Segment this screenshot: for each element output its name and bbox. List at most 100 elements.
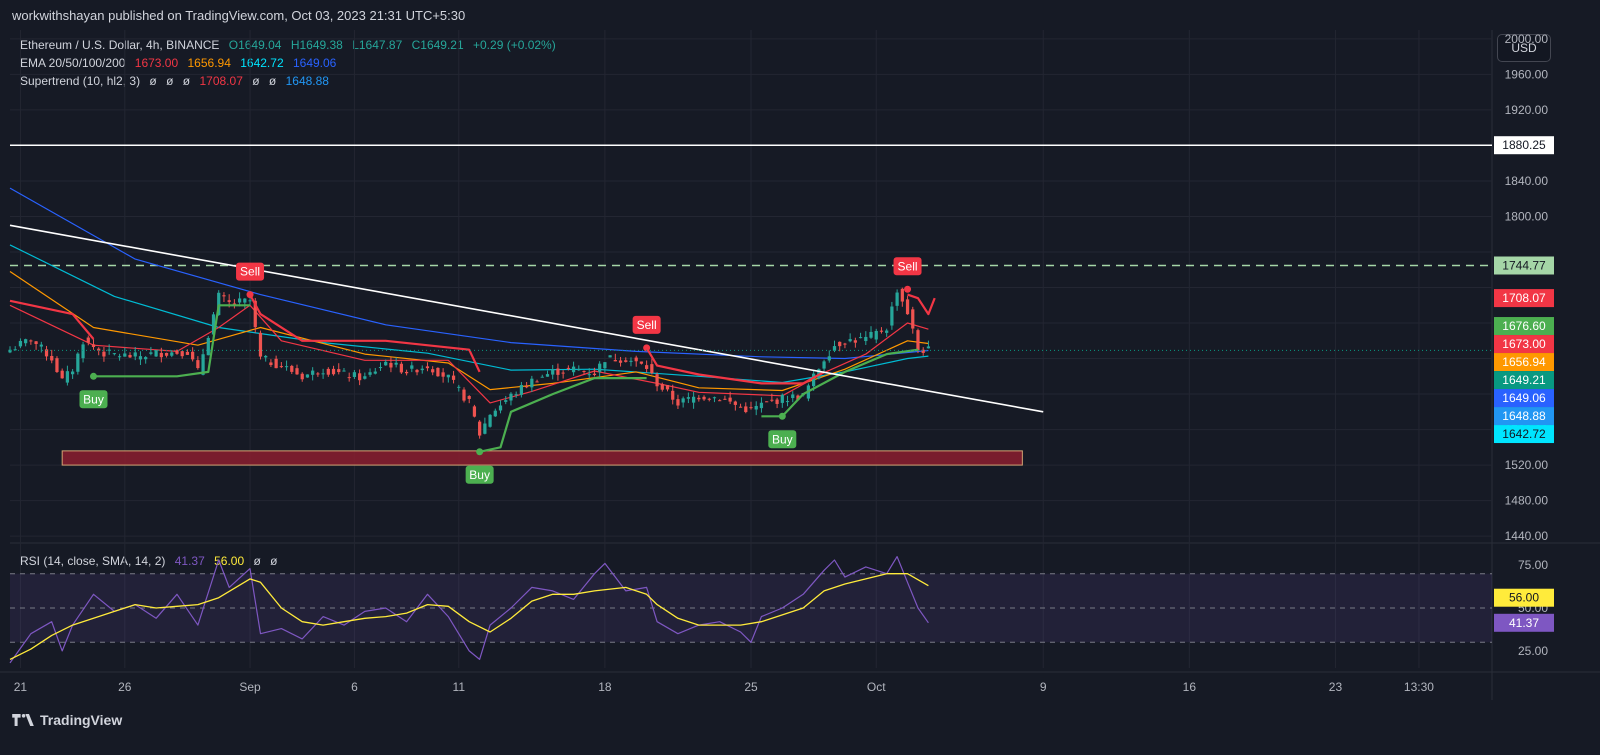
price-axis-label[interactable]	[1494, 136, 1554, 155]
price-axis-label[interactable]	[1494, 317, 1554, 336]
candle-body[interactable]	[806, 385, 811, 399]
candle-body[interactable]	[780, 394, 784, 403]
candle-body[interactable]	[50, 355, 54, 361]
candle-body[interactable]	[744, 406, 748, 413]
candle-body[interactable]	[634, 357, 638, 362]
candle-body[interactable]	[201, 354, 205, 375]
candle-body[interactable]	[879, 330, 884, 332]
candle-body[interactable]	[451, 375, 456, 380]
candle-body[interactable]	[138, 356, 143, 360]
candle-body[interactable]	[524, 386, 529, 388]
candle-body[interactable]	[133, 352, 137, 357]
candle-body[interactable]	[227, 300, 231, 302]
candle-body[interactable]	[65, 371, 70, 383]
candle-body[interactable]	[571, 366, 576, 373]
candle-body[interactable]	[462, 389, 466, 401]
candle-body[interactable]	[587, 374, 591, 376]
candle-body[interactable]	[144, 357, 148, 360]
candle-body[interactable]	[170, 352, 174, 356]
candle-body[interactable]	[545, 374, 550, 377]
candle-body[interactable]	[44, 349, 49, 357]
candle-body[interactable]	[410, 365, 414, 369]
candle-body[interactable]	[373, 371, 377, 374]
candle-body[interactable]	[812, 373, 816, 387]
candle-body[interactable]	[718, 400, 722, 402]
candle-body[interactable]	[217, 292, 221, 316]
candle-body[interactable]	[326, 368, 330, 375]
candle-body[interactable]	[504, 400, 508, 402]
candle-body[interactable]	[342, 370, 346, 372]
candle-body[interactable]	[76, 353, 80, 372]
candle-body[interactable]	[900, 288, 904, 302]
candle-body[interactable]	[86, 337, 90, 343]
buy-signal-badge[interactable]	[768, 430, 797, 449]
candle-body[interactable]	[728, 397, 732, 402]
candle-body[interactable]	[770, 399, 774, 401]
candle-body[interactable]	[389, 362, 393, 368]
candle-body[interactable]	[665, 385, 670, 390]
candle-body[interactable]	[24, 339, 28, 344]
candle-body[interactable]	[639, 361, 644, 364]
candle-body[interactable]	[196, 360, 200, 369]
candle-body[interactable]	[18, 340, 23, 347]
candle-body[interactable]	[869, 331, 873, 338]
candle-body[interactable]	[712, 397, 717, 399]
candle-body[interactable]	[864, 336, 868, 342]
candle-body[interactable]	[749, 407, 753, 409]
candle-body[interactable]	[290, 365, 294, 372]
candle-body[interactable]	[556, 368, 560, 375]
candle-body[interactable]	[191, 351, 195, 360]
descending-trendline[interactable]	[9, 224, 1044, 413]
candle-body[interactable]	[478, 421, 482, 436]
candle-body[interactable]	[394, 362, 398, 365]
candle-body[interactable]	[467, 396, 471, 399]
candle-body[interactable]	[566, 367, 570, 369]
candle-body[interactable]	[60, 370, 64, 379]
candle-body[interactable]	[885, 330, 889, 333]
candle-body[interactable]	[404, 371, 409, 374]
candle-body[interactable]	[415, 369, 419, 373]
candle-body[interactable]	[853, 340, 857, 343]
candle-body[interactable]	[258, 332, 263, 357]
candle-body[interactable]	[159, 352, 163, 358]
candle-body[interactable]	[185, 351, 190, 355]
candle-body[interactable]	[858, 337, 863, 339]
candle-body[interactable]	[112, 353, 116, 355]
buy-signal-badge[interactable]	[79, 390, 108, 409]
candle-body[interactable]	[248, 300, 252, 302]
candle-body[interactable]	[420, 368, 424, 371]
candle-body[interactable]	[707, 398, 711, 400]
candle-body[interactable]	[71, 371, 75, 375]
candle-body[interactable]	[577, 369, 581, 371]
candle-body[interactable]	[801, 393, 805, 396]
ema-legend[interactable]: EMA 20/50/100/200 1673.00 1656.94 1642.7…	[20, 56, 342, 70]
candle-body[interactable]	[39, 344, 43, 347]
candle-body[interactable]	[117, 356, 122, 358]
candle-body[interactable]	[765, 401, 769, 403]
candle-body[interactable]	[368, 372, 372, 375]
candle-body[interactable]	[232, 303, 237, 305]
sell-signal-badge[interactable]	[893, 257, 922, 276]
candle-body[interactable]	[691, 396, 696, 403]
candle-body[interactable]	[650, 364, 654, 373]
candle-body[interactable]	[895, 292, 899, 306]
candle-body[interactable]	[785, 401, 790, 403]
candle-body[interactable]	[29, 340, 33, 342]
symbol-name[interactable]: Ethereum / U.S. Dollar, 4h, BINANCE	[20, 38, 220, 52]
candle-body[interactable]	[905, 299, 910, 315]
candle-body[interactable]	[838, 341, 842, 347]
candle-body[interactable]	[926, 346, 931, 349]
candle-body[interactable]	[618, 360, 623, 363]
candle-body[interactable]	[509, 393, 513, 401]
candle-body[interactable]	[911, 309, 915, 329]
candle-body[interactable]	[363, 376, 367, 379]
candle-body[interactable]	[425, 366, 430, 369]
candle-body[interactable]	[55, 358, 59, 373]
buy-signal-badge[interactable]	[465, 465, 494, 484]
price-axis-label[interactable]	[1494, 289, 1554, 308]
candle-body[interactable]	[514, 394, 518, 396]
candle-body[interactable]	[128, 354, 132, 358]
support-zone[interactable]	[61, 450, 1023, 466]
candle-body[interactable]	[535, 381, 539, 383]
